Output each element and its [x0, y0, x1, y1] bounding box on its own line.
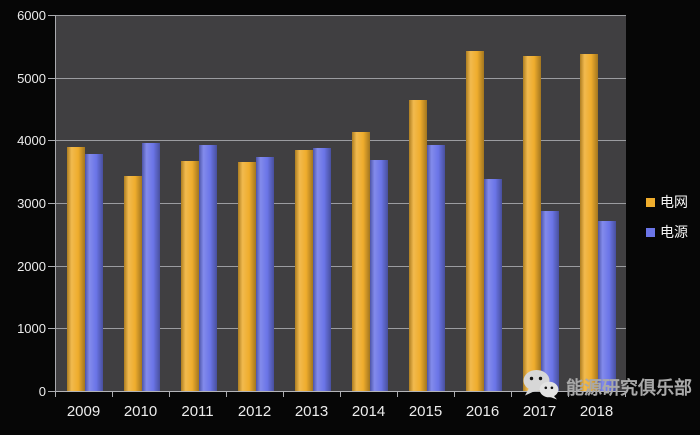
x-axis-tick	[283, 392, 284, 397]
x-axis-tick	[397, 392, 398, 397]
bar-电网-2011	[180, 161, 199, 391]
gridline	[56, 15, 626, 16]
y-axis-tick	[48, 391, 55, 392]
y-axis-label: 5000	[17, 70, 46, 86]
y-axis-label: 2000	[17, 258, 46, 274]
y-axis-label: 4000	[17, 133, 46, 149]
bar-电源-2013	[312, 147, 331, 391]
x-axis-tick	[112, 392, 113, 397]
y-axis-tick	[48, 140, 55, 142]
x-axis-label: 2011	[181, 403, 214, 420]
x-axis-label: 2017	[522, 403, 557, 420]
x-axis-label: 2013	[294, 403, 329, 420]
x-axis-label: 2016	[465, 403, 500, 420]
x-axis-tick	[625, 392, 626, 397]
y-axis-label: 1000	[17, 321, 46, 337]
bar-电网-2012	[237, 161, 256, 391]
x-axis-label: 2009	[66, 403, 101, 420]
bar-电源-2011	[198, 145, 217, 391]
gridline	[56, 203, 626, 204]
y-axis-label: 3000	[17, 196, 46, 211]
legend: 电网 电源	[646, 192, 688, 242]
bar-电网-2016	[465, 51, 484, 391]
x-axis-tick	[55, 392, 56, 397]
bar-电网-2009	[66, 146, 85, 391]
bar-电源-2014	[369, 160, 388, 391]
watermark: 能源研究俱乐部	[523, 369, 692, 405]
y-axis-tick	[48, 203, 55, 204]
legend-label: 电网	[660, 194, 688, 210]
legend-item-电源: 电源	[646, 222, 688, 242]
gridline	[56, 265, 626, 267]
bar-电网-2014	[351, 132, 370, 391]
bar-电源-2009	[84, 153, 103, 391]
y-axis-tick	[48, 77, 55, 79]
y-axis-tick	[48, 15, 55, 16]
legend-item-电网: 电网	[646, 192, 688, 212]
x-axis-label: 2014	[351, 403, 386, 420]
bar-电源-2017	[540, 210, 559, 391]
x-axis-label: 2010	[123, 403, 158, 420]
y-axis-label: 6000	[17, 8, 46, 23]
legend-swatch	[646, 197, 655, 207]
x-axis-tick	[511, 392, 512, 397]
watermark-text: 能源研究俱乐部	[566, 378, 692, 398]
y-axis-label: 0	[38, 384, 46, 399]
legend-swatch	[646, 227, 655, 237]
bar-电源-2016	[483, 178, 502, 391]
gridline	[56, 328, 626, 330]
bar-电网-2015	[408, 100, 427, 391]
x-axis-tick	[454, 392, 455, 397]
bar-电源-2015	[426, 144, 445, 391]
bar-电网-2018	[579, 53, 598, 391]
y-axis-tick	[48, 265, 55, 267]
bar-电网-2010	[123, 176, 142, 391]
gridline	[56, 77, 626, 79]
x-axis-label: 2018	[579, 403, 614, 420]
bar-电源-2018	[597, 221, 616, 391]
x-axis-tick	[340, 392, 341, 397]
plot-area	[55, 15, 626, 392]
bar-电源-2010	[141, 142, 160, 391]
x-axis-label: 2015	[408, 403, 443, 420]
x-axis-tick	[568, 392, 569, 397]
gridline	[56, 140, 626, 142]
bar-电源-2012	[255, 157, 274, 391]
wechat-icon	[523, 369, 559, 405]
bar-电网-2013	[294, 149, 313, 391]
x-axis-tick	[226, 392, 227, 397]
bar-电网-2017	[522, 56, 541, 391]
y-axis-tick	[48, 328, 55, 330]
x-axis-tick	[169, 392, 170, 397]
legend-label: 电源	[660, 224, 688, 240]
x-axis-label: 2012	[237, 403, 272, 420]
